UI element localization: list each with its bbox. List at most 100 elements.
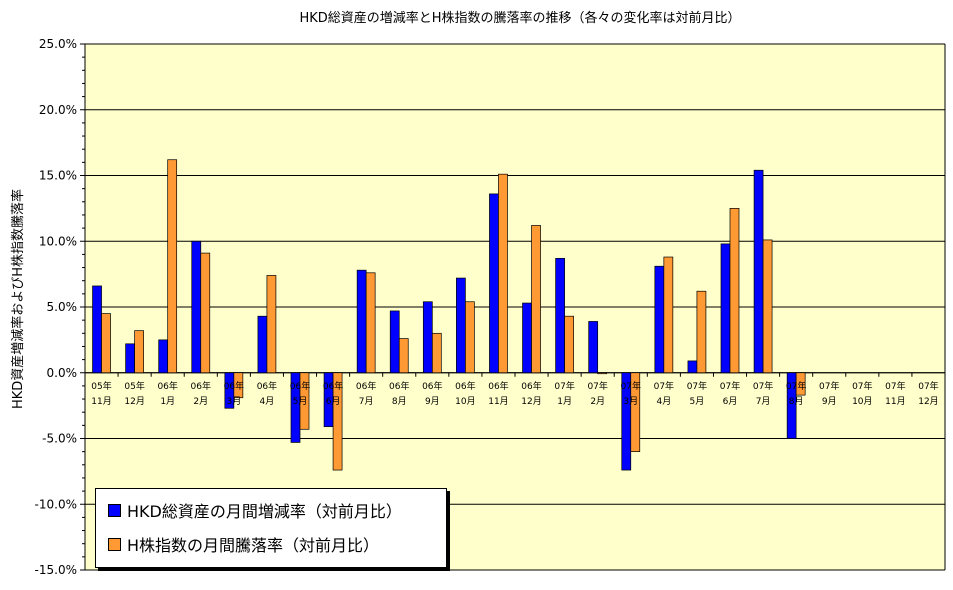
bar-hkd-assets <box>158 339 169 374</box>
bar-h-share-index <box>266 275 277 374</box>
x-tick-label-year: 07年 <box>687 380 707 392</box>
bar-h-share-index <box>663 256 674 374</box>
bar-hkd-assets <box>687 360 698 374</box>
bar-h-share-index <box>696 290 707 374</box>
bar-h-share-index <box>465 301 475 374</box>
bar-hkd-assets <box>555 257 565 374</box>
bar-hkd-assets <box>422 301 433 374</box>
y-tick-label: -5.0% <box>42 432 77 446</box>
legend-label-hkd-assets: HKD総資産の月間増減率（対前月比） <box>127 502 402 521</box>
bar-hkd-assets <box>753 169 764 374</box>
x-tick-label-year: 07年 <box>621 380 641 392</box>
x-tick-label-year: 07年 <box>654 380 674 392</box>
bar-hkd-assets <box>720 243 731 374</box>
x-tick-label-month: 8月 <box>392 396 407 407</box>
bar-hkd-assets <box>125 343 135 374</box>
bar-hkd-assets <box>257 315 268 374</box>
bar-h-share-index <box>762 239 773 374</box>
bar-h-share-index <box>795 372 806 396</box>
y-tick-label: 15.0% <box>39 169 77 183</box>
bar-hkd-assets <box>786 372 797 439</box>
bar-hkd-assets <box>588 321 599 374</box>
legend-swatch-hkd-assets <box>108 503 121 517</box>
x-tick-label-year: 07年 <box>819 380 839 392</box>
bar-hkd-assets <box>456 277 466 374</box>
bar-h-share-index <box>365 272 376 374</box>
bar-hkd-assets <box>389 310 400 374</box>
y-tick-label: 5.0% <box>47 300 78 314</box>
x-tick-label-month: 2月 <box>193 396 208 407</box>
bar-h-share-index <box>101 313 111 374</box>
x-tick-label-month: 4月 <box>656 396 671 407</box>
x-tick-label-month: 10月 <box>455 396 475 407</box>
bar-h-share-index <box>167 159 178 374</box>
x-tick-label-month: 2月 <box>590 396 605 407</box>
x-tick-label-year: 07年 <box>720 380 740 392</box>
bar-hkd-assets <box>522 302 532 374</box>
x-tick-label-year: 07年 <box>554 380 574 392</box>
legend-item-h-share-index: H株指数の月間騰落率（対前月比） <box>108 533 379 555</box>
bar-hkd-assets <box>356 269 367 374</box>
x-tick-label-month: 8月 <box>789 396 804 407</box>
bar-h-share-index <box>431 332 442 374</box>
x-tick-label-year: 06年 <box>191 380 211 392</box>
x-tick-label-year: 06年 <box>290 380 310 392</box>
bar-h-share-index <box>134 330 144 374</box>
x-tick-label-month: 7月 <box>359 396 374 407</box>
y-tick-label: 20.0% <box>39 103 77 117</box>
x-tick-label-month: 6月 <box>723 396 738 407</box>
bar-h-share-index <box>233 372 244 399</box>
chart-title: HKD総資産の増減率とH株指数の騰落率の推移（各々の変化率は対前月比） <box>299 10 740 26</box>
bar-h-share-index <box>630 372 641 453</box>
x-tick-label-year: 06年 <box>455 380 475 392</box>
x-tick-label-year: 07年 <box>885 380 905 392</box>
x-tick-label-month: 3月 <box>226 396 241 407</box>
legend-swatch-h-share-index <box>108 537 121 551</box>
x-tick-label-year: 07年 <box>587 380 607 392</box>
x-tick-label-year: 07年 <box>852 380 872 392</box>
legend-item-hkd-assets: HKD総資産の月間増減率（対前月比） <box>108 499 402 521</box>
x-tick-label-year: 06年 <box>257 380 277 392</box>
x-tick-label-year: 06年 <box>224 380 244 392</box>
y-tick-label: 10.0% <box>39 234 77 248</box>
y-tick-label: 25.0% <box>39 37 77 51</box>
x-tick-label-month: 12月 <box>918 396 938 407</box>
x-tick-label-month: 6月 <box>326 396 341 407</box>
x-tick-label-month: 11月 <box>488 396 508 407</box>
x-tick-label-month: 1月 <box>160 396 175 407</box>
x-tick-label-month: 4月 <box>260 396 275 407</box>
bar-h-share-index <box>597 372 608 375</box>
x-tick-label-month: 11月 <box>91 396 111 407</box>
bar-hkd-assets <box>489 193 499 374</box>
y-tick-label: -15.0% <box>35 563 77 577</box>
x-tick-label-month: 12月 <box>521 396 541 407</box>
x-tick-label-month: 5月 <box>293 396 308 407</box>
legend-label-h-share-index: H株指数の月間騰落率（対前月比） <box>127 536 380 555</box>
x-tick-label-year: 06年 <box>488 380 508 392</box>
x-tick-label-month: 12月 <box>124 396 144 407</box>
bar-h-share-index <box>729 208 740 374</box>
x-tick-label-year: 06年 <box>356 380 376 392</box>
x-tick-label-year: 06年 <box>422 380 442 392</box>
x-tick-label-year: 06年 <box>521 380 541 392</box>
x-tick-label-month: 1月 <box>557 396 572 407</box>
x-tick-label-year: 05年 <box>91 380 111 392</box>
x-tick-label-month: 5月 <box>690 396 705 407</box>
y-axis-title: HKD資産増減率およびH株指数騰落率 <box>10 189 26 409</box>
x-tick-label-month: 10月 <box>852 396 872 407</box>
x-tick-label-month: 9月 <box>425 396 440 407</box>
bar-h-share-index <box>398 338 409 374</box>
x-tick-label-year: 06年 <box>323 380 343 392</box>
y-tick-label: -10.0% <box>35 497 77 511</box>
bar-h-share-index <box>299 372 310 430</box>
x-tick-label-month: 9月 <box>822 396 837 407</box>
bar-h-share-index <box>498 173 508 374</box>
bar-h-share-index <box>564 315 574 374</box>
x-tick-label-year: 05年 <box>124 380 144 392</box>
x-tick-label-year: 07年 <box>753 380 773 392</box>
x-tick-label-month: 7月 <box>756 396 771 407</box>
x-tick-label-year: 07年 <box>786 380 806 392</box>
x-tick-label-year: 06年 <box>157 380 177 392</box>
